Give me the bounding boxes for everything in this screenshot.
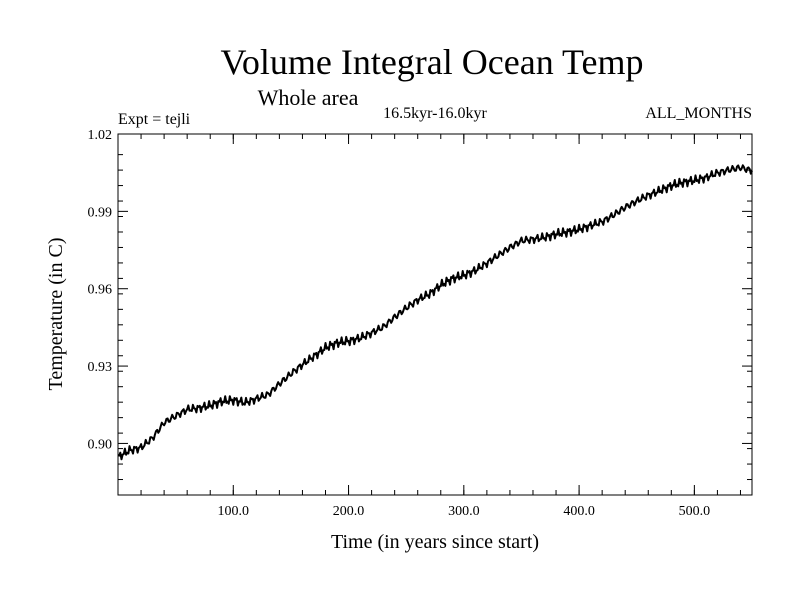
- y-tick-label: 0.96: [88, 283, 113, 298]
- plot-frame: [117, 133, 753, 496]
- x-tick-label: 300.0: [448, 504, 480, 519]
- chart-subtitle: Whole area: [258, 85, 359, 110]
- x-tick-label: 100.0: [218, 504, 250, 519]
- tick-marks: [118, 133, 752, 495]
- series-line: [117, 164, 753, 461]
- chart-title: Volume Integral Ocean Temp: [220, 42, 643, 82]
- x-tick-label: 400.0: [563, 504, 595, 519]
- y-tick-label: 1.02: [88, 128, 113, 143]
- y-axis-label: Temperature (in C): [45, 238, 67, 391]
- tick-labels: 100.0 200.0 300.0 400.0 500.0 0.90 0.93 0.96 0.9…: [88, 128, 711, 519]
- period-label: 16.5kyr-16.0kyr: [383, 105, 487, 122]
- months-label: ALL_MONTHS: [645, 105, 752, 122]
- y-tick-label: 0.93: [88, 360, 113, 375]
- x-tick-label: 500.0: [679, 504, 711, 519]
- x-tick-label: 200.0: [333, 504, 365, 519]
- x-axis-label: Time (in years since start): [331, 531, 539, 553]
- y-tick-label: 0.99: [88, 205, 113, 220]
- y-tick-label: 0.90: [88, 437, 113, 452]
- experiment-label: Expt = tejli: [118, 111, 191, 128]
